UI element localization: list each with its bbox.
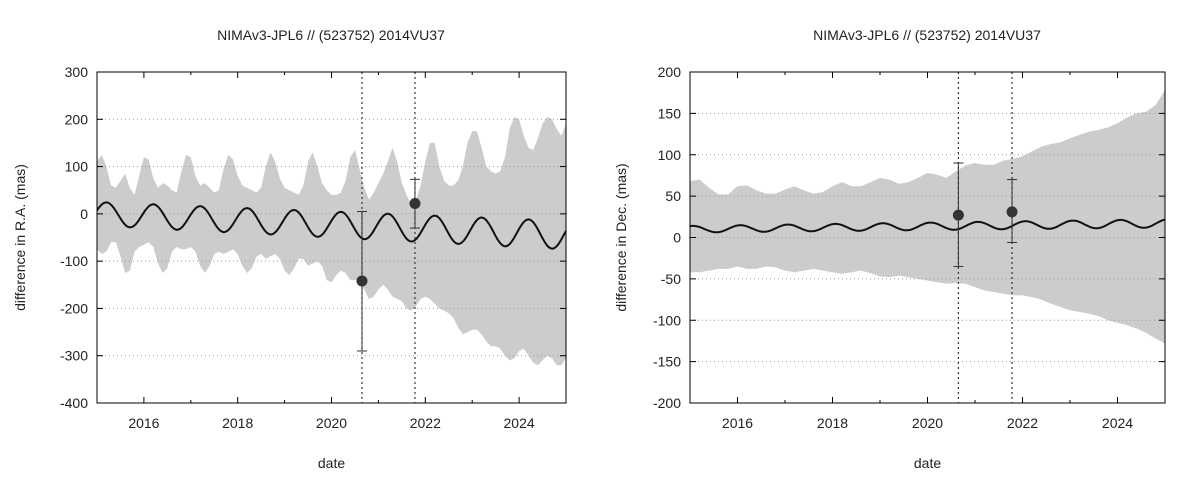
y-tick-label: 300	[65, 64, 89, 80]
uncertainty-band	[690, 90, 1165, 344]
y-tick-label: 100	[658, 147, 682, 163]
y-tick-label: -400	[60, 395, 88, 411]
y-tick-label: 50	[665, 188, 681, 204]
plot-area	[97, 72, 566, 403]
x-tick-label: 2016	[722, 415, 753, 431]
x-tick-label: 2018	[222, 415, 253, 431]
chart-1: -400 -300 -200 -100 0 100 200 300 2016 2018 2020 20…	[12, 27, 567, 471]
y-tick-label: -100	[653, 312, 681, 328]
chart-title: NIMAv3-JPL6 // (523752) 2014VU37	[217, 27, 445, 43]
x-tick-label: 2020	[316, 415, 347, 431]
y-axis-label: difference in R.A. (mas)	[12, 164, 28, 311]
y-tick-label: -300	[60, 348, 88, 364]
y-tick-label: -150	[653, 354, 681, 370]
x-axis-label: date	[914, 455, 941, 471]
chart-2: -200 -150 -100 -50 0 50 100 150 200 2016 2018 2020 2…	[613, 27, 1166, 471]
x-tick-label: 2020	[912, 415, 943, 431]
chart-title: NIMAv3-JPL6 // (523752) 2014VU37	[813, 27, 1041, 43]
x-tick-label: 2024	[1102, 415, 1133, 431]
y-tick-label: 0	[673, 230, 681, 246]
y-tick-label: -200	[60, 300, 88, 316]
uncertainty-band	[97, 116, 566, 366]
data-point	[409, 197, 421, 209]
nominal-difference-line	[97, 201, 566, 250]
y-tick-label: 0	[80, 206, 88, 222]
y-tick-label: -200	[653, 395, 681, 411]
y-tick-label: 100	[65, 159, 89, 175]
y-tick-label: -50	[661, 271, 681, 287]
x-tick-label: 2024	[504, 415, 535, 431]
x-tick-label: 2016	[128, 415, 159, 431]
x-tick-label: 2022	[1007, 415, 1038, 431]
y-axis-label: difference in Dec. (mas)	[613, 163, 629, 311]
nominal-difference-line	[690, 218, 1165, 234]
plot-area	[690, 72, 1165, 403]
y-tick-label: 200	[658, 64, 682, 80]
y-tick-label: 150	[658, 105, 682, 121]
x-tick-label: 2018	[817, 415, 848, 431]
x-axis-label: date	[318, 455, 345, 471]
data-point	[1006, 206, 1018, 218]
data-point	[952, 209, 964, 221]
y-tick-label: 200	[65, 111, 89, 127]
x-tick-label: 2022	[410, 415, 441, 431]
data-point	[356, 275, 368, 287]
y-tick-label: -100	[60, 253, 88, 269]
